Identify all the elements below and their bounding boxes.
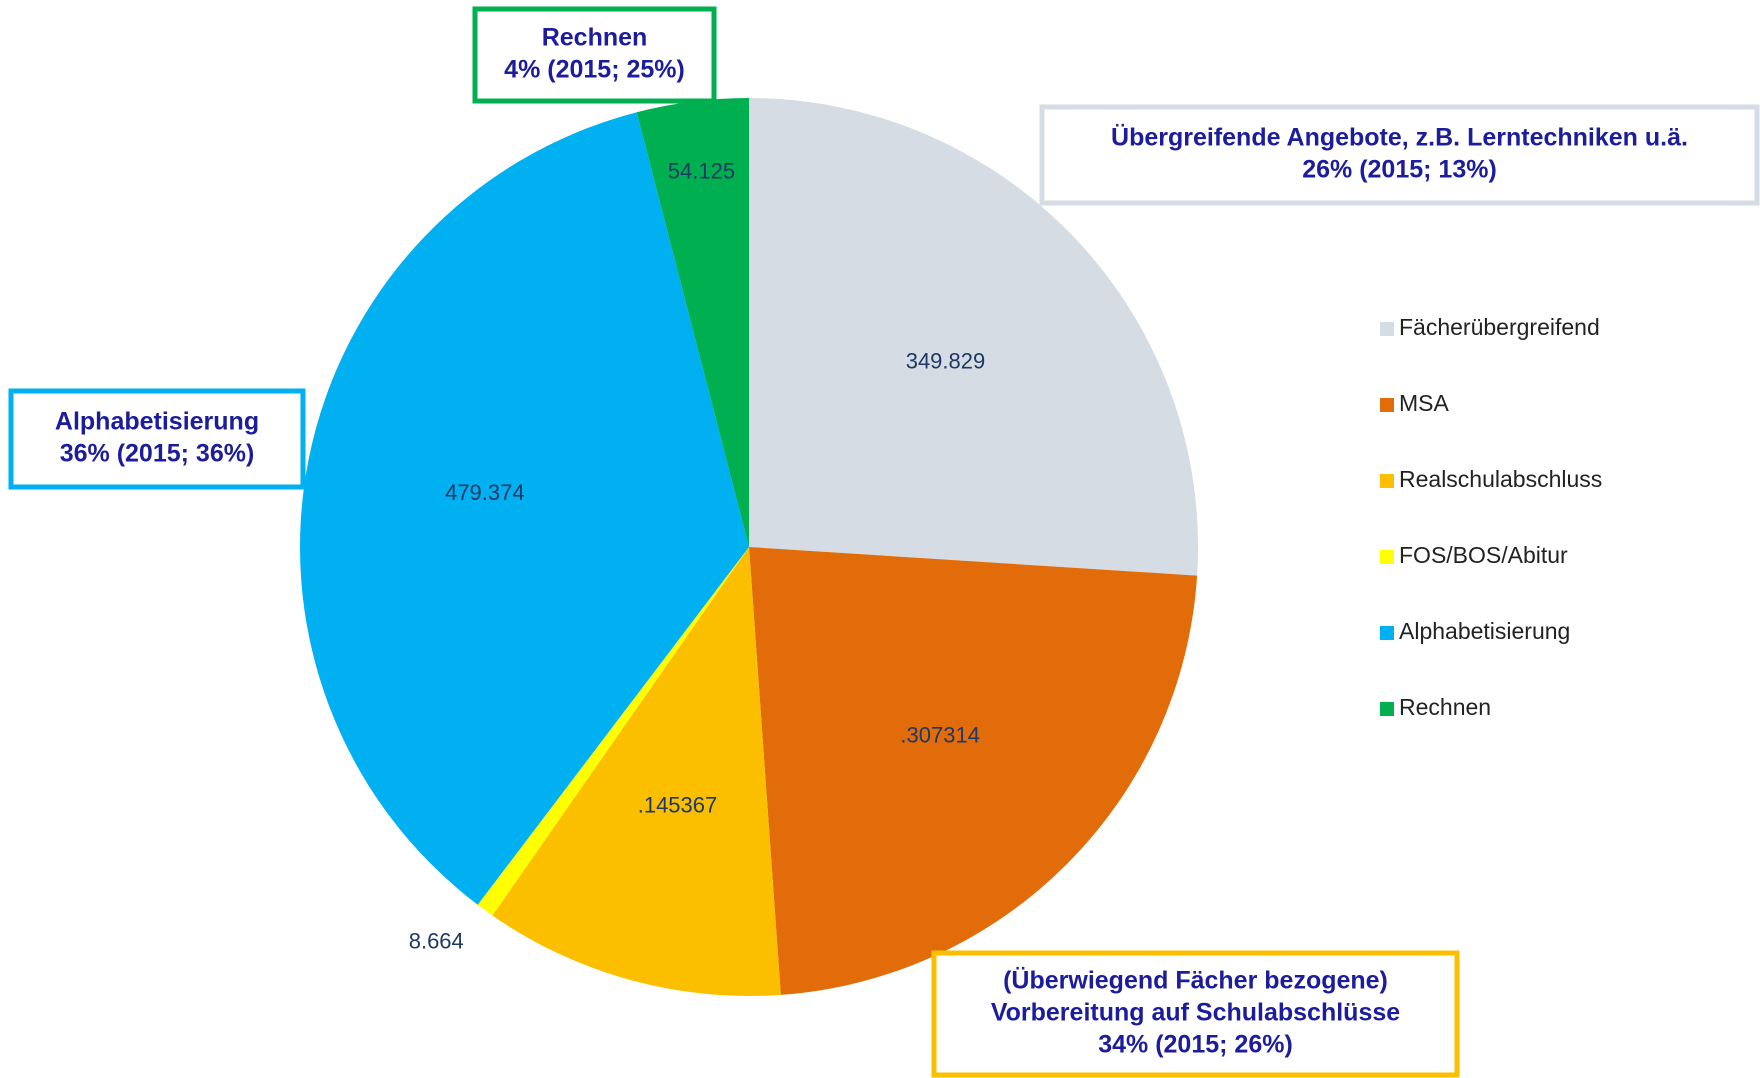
data-label: .307314 bbox=[900, 723, 980, 748]
data-label: .145367 bbox=[638, 793, 718, 818]
data-label: 8.664 bbox=[409, 929, 464, 954]
legend-label: Rechnen bbox=[1399, 694, 1491, 720]
data-label: 349.829 bbox=[906, 348, 986, 373]
annotation-text: 36% (2015; 36%) bbox=[60, 440, 255, 468]
pie-slice bbox=[636, 98, 749, 547]
annotation-text: 26% (2015; 13%) bbox=[1302, 156, 1497, 184]
pie-slice bbox=[492, 547, 781, 996]
pie-slice bbox=[299, 112, 749, 905]
legend-swatch bbox=[1380, 474, 1394, 488]
legend-label: Alphabetisierung bbox=[1399, 618, 1570, 644]
annotation-box bbox=[931, 950, 1460, 1078]
legend-swatch bbox=[1380, 322, 1394, 336]
legend-label: Fächerübergreifend bbox=[1399, 314, 1600, 340]
annotation-box bbox=[8, 388, 306, 490]
legend-swatch bbox=[1380, 626, 1394, 640]
legend-swatch bbox=[1380, 550, 1394, 564]
annotation-text: Vorbereitung auf Schulabschlüsse bbox=[991, 999, 1400, 1027]
annotation-box bbox=[472, 6, 717, 104]
annotation-text: 4% (2015; 25%) bbox=[504, 56, 685, 84]
annotation-text: Rechnen bbox=[542, 24, 648, 52]
data-label: 54.125 bbox=[668, 159, 735, 184]
pie-slice bbox=[749, 98, 1198, 576]
legend-swatch bbox=[1380, 398, 1394, 412]
legend-swatch bbox=[1380, 702, 1394, 716]
annotation-text: Alphabetisierung bbox=[55, 408, 259, 436]
annotation-text: Übergreifende Angebote, z.B. Lerntechnik… bbox=[1111, 123, 1688, 152]
pie-slice bbox=[477, 547, 749, 916]
data-label: 479.374 bbox=[445, 480, 525, 505]
legend-label: MSA bbox=[1399, 390, 1450, 416]
annotation-text: 34% (2015; 26%) bbox=[1098, 1031, 1293, 1059]
legend-label: Realschulabschluss bbox=[1399, 466, 1602, 492]
legend-label: FOS/BOS/Abitur bbox=[1399, 542, 1568, 568]
pie-slice bbox=[749, 547, 1198, 995]
annotation-text: (Überwiegend Fächer bezogene) bbox=[1003, 966, 1388, 995]
annotation-box bbox=[1039, 104, 1760, 206]
